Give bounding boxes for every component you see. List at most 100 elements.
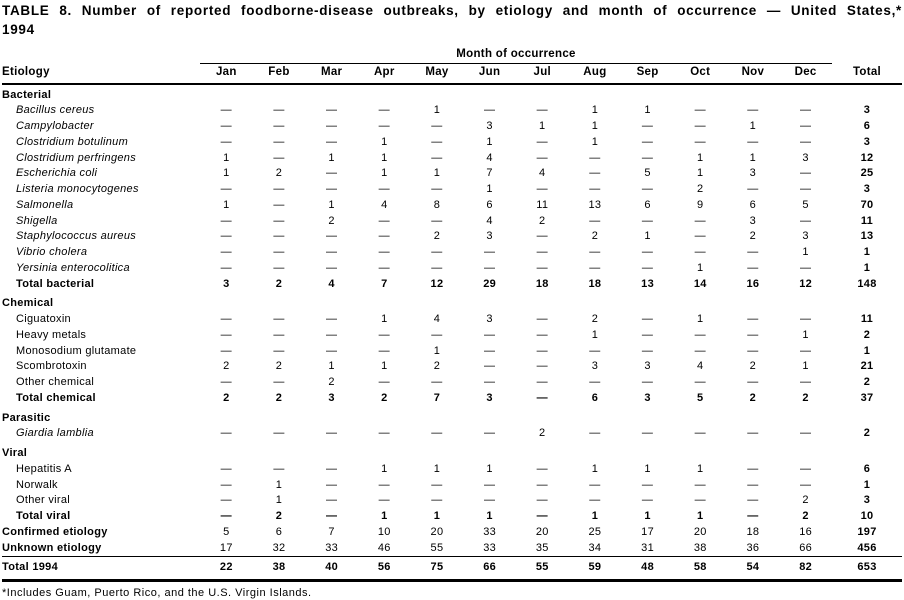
cell-total: 11 <box>860 313 874 326</box>
cell-dec: — <box>799 376 812 389</box>
cell-jun: — <box>483 376 496 389</box>
cell-mar: 40 <box>305 556 358 583</box>
cell-feb: — <box>273 214 285 227</box>
cell-dec: 2 <box>802 391 809 404</box>
cell-sep: 5 <box>644 167 651 180</box>
cell-mar: 2 <box>328 214 335 227</box>
cell-feb: 6 <box>275 525 283 538</box>
cell-oct: — <box>694 376 706 389</box>
cell-apr: — <box>378 246 390 259</box>
month-header-nov: Nov <box>726 63 780 85</box>
cell-nov: 36 <box>746 541 760 554</box>
cell-apr: 7 <box>381 277 388 290</box>
cell-jul: — <box>536 510 548 523</box>
cell-nov: — <box>747 376 759 389</box>
cell-jul: — <box>536 151 548 164</box>
row-label: Giardia lamblia <box>16 427 94 440</box>
cell-mar: — <box>325 344 338 357</box>
month-header-oct: Oct <box>673 63 727 85</box>
cell-total: 2 <box>863 376 871 389</box>
cell-jul: — <box>536 344 548 357</box>
cell-dec: — <box>799 120 812 133</box>
row-label: Norwalk <box>16 478 58 491</box>
cell-aug: 18 <box>588 277 602 290</box>
cell-jul: — <box>536 360 548 373</box>
cell-mar: — <box>325 427 338 440</box>
cell-mar: 4 <box>328 277 335 290</box>
cell-sep: — <box>641 135 654 148</box>
cell-oct: 1 <box>697 151 704 164</box>
cell-jul: — <box>536 183 548 196</box>
cell-jun: — <box>483 494 496 507</box>
cell-mar: — <box>325 120 338 133</box>
cell-feb: — <box>273 246 285 259</box>
cell-apr: 1 <box>381 167 388 180</box>
cell-apr: 10 <box>377 525 391 538</box>
table-row-total-chemical: Total chemical 2 2 3 2 7 3 — 6 3 5 2 2 37 <box>2 391 902 407</box>
cell-aug: 1 <box>591 120 599 133</box>
cell-jul: 11 <box>536 198 549 211</box>
cell-may: — <box>431 183 443 196</box>
cell-sep: — <box>641 494 654 507</box>
cell-total: 653 <box>832 556 902 583</box>
cell-jul: — <box>536 462 548 475</box>
cell-oct: — <box>694 344 706 357</box>
cell-sep: — <box>641 328 654 341</box>
cell-sep: — <box>641 246 654 259</box>
cell-nov: 2 <box>749 360 757 373</box>
cell-aug: — <box>589 246 601 259</box>
cell-jun: 7 <box>486 167 493 180</box>
cell-may: 1 <box>433 167 441 180</box>
cell-aug: 25 <box>588 525 602 538</box>
cell-oct: 9 <box>697 198 704 211</box>
cell-nov: — <box>747 478 759 491</box>
cell-nov: — <box>747 135 759 148</box>
table-row-giardia-lamblia: Giardia lamblia — — — — — — 2 — — — — — 2 <box>2 426 902 442</box>
cell-aug: — <box>589 214 601 227</box>
cell-total: 1 <box>863 344 871 357</box>
cell-total: 25 <box>860 167 874 180</box>
table-row-clostridium-botulinum: Clostridium botulinum — — — 1 — 1 — 1 — — — — 3 <box>2 135 902 151</box>
cell-may: 8 <box>433 198 441 211</box>
cell-jan: — <box>220 183 232 196</box>
cell-sep: — <box>641 427 654 440</box>
table-row-unknown-etiology: Unknown etiology 17 32 33 46 55 33 35 34 31 38 36 66… <box>2 541 902 557</box>
cell-sep: — <box>641 183 654 196</box>
cell-may: — <box>431 494 443 507</box>
cell-jun: — <box>483 328 496 341</box>
row-label: Vibrio cholera <box>16 246 88 259</box>
cell-feb: — <box>273 104 285 117</box>
row-label: Total 1994 <box>2 556 200 583</box>
cell-aug: — <box>589 261 601 274</box>
table-row-total-1994: Total 1994 22 38 40 56 75 66 55 59 48 58 54 82 653 <box>2 556 902 583</box>
cell-jul: — <box>536 478 548 491</box>
cell-jul: — <box>536 328 548 341</box>
cell-apr: — <box>378 230 390 243</box>
section-label: Parasitic <box>2 411 51 424</box>
cell-jan: — <box>220 494 232 507</box>
cell-oct: — <box>694 120 706 133</box>
month-header-aug: Aug <box>568 63 622 85</box>
cell-nov: 54 <box>726 556 780 583</box>
row-label: Ciguatoxin <box>16 313 71 326</box>
cell-total: 2 <box>863 328 871 341</box>
cell-aug: 2 <box>591 230 599 243</box>
row-label: Heavy metals <box>16 328 87 341</box>
cell-feb: — <box>273 198 285 211</box>
cell-nov: 6 <box>749 198 757 211</box>
cell-dec: — <box>799 167 812 180</box>
cell-jun: 1 <box>486 183 493 196</box>
cell-jun: 4 <box>486 151 493 164</box>
cell-may: 2 <box>433 230 441 243</box>
cell-total: 10 <box>860 510 874 523</box>
table-row-vibrio-cholera: Vibrio cholera — — — — — — — — — — — 1 1 <box>2 245 902 261</box>
cell-jul: 18 <box>535 277 549 290</box>
cell-may: — <box>431 135 443 148</box>
cell-total: 6 <box>863 120 871 133</box>
cell-jul: — <box>536 261 548 274</box>
cell-apr: 1 <box>381 360 388 373</box>
cell-sep: — <box>641 120 654 133</box>
section-label: Viral <box>2 447 28 460</box>
cell-oct: — <box>694 135 706 148</box>
section-label: Bacterial <box>2 88 52 101</box>
